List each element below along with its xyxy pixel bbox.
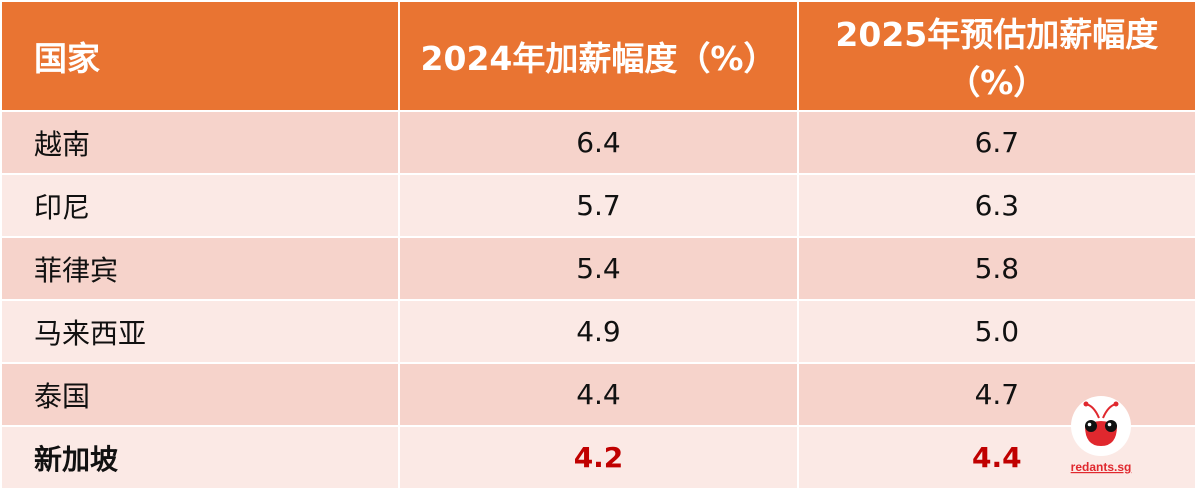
country-cell: 泰国 bbox=[0, 362, 401, 427]
table-row: 泰国 4.4 4.7 bbox=[0, 362, 1198, 427]
salary-table: 国家 2024年加薪幅度（%） 2025年预估加薪幅度（%） 越南 6.4 6.7 印… bbox=[0, 0, 1198, 490]
watermark-text: redants.sg bbox=[1071, 460, 1132, 474]
header-country: 国家 bbox=[0, 0, 401, 112]
value-2025-cell: 5.0 bbox=[796, 299, 1198, 364]
value-2024-cell: 4.9 bbox=[398, 299, 799, 364]
table-row: 马来西亚 4.9 5.0 bbox=[0, 299, 1198, 364]
table-row: 越南 6.4 6.7 bbox=[0, 110, 1198, 175]
value-2025-cell: 6.3 bbox=[796, 173, 1198, 238]
table-row: 新加坡 4.2 4.4 bbox=[0, 425, 1198, 490]
value-2025-cell: 6.7 bbox=[796, 110, 1198, 175]
country-cell: 新加坡 bbox=[0, 425, 401, 490]
value-2024-cell: 5.7 bbox=[398, 173, 799, 238]
value-2024-cell: 5.4 bbox=[398, 236, 799, 301]
value-2024-cell: 4.4 bbox=[398, 362, 799, 427]
header-2025: 2025年预估加薪幅度（%） bbox=[796, 0, 1198, 112]
country-cell: 菲律宾 bbox=[0, 236, 401, 301]
header-2024: 2024年加薪幅度（%） bbox=[398, 0, 799, 112]
value-2025-cell: 5.8 bbox=[796, 236, 1198, 301]
value-2025-cell: 4.4 bbox=[796, 425, 1198, 490]
country-cell: 越南 bbox=[0, 110, 401, 175]
value-2024-cell: 6.4 bbox=[398, 110, 799, 175]
red-ant-logo-icon: redants.sg bbox=[1071, 396, 1132, 474]
table-row: 印尼 5.7 6.3 bbox=[0, 173, 1198, 238]
table-row: 菲律宾 5.4 5.8 bbox=[0, 236, 1198, 301]
table-header-row: 国家 2024年加薪幅度（%） 2025年预估加薪幅度（%） bbox=[0, 0, 1198, 112]
value-2024-cell: 4.2 bbox=[398, 425, 799, 490]
country-cell: 马来西亚 bbox=[0, 299, 401, 364]
country-cell: 印尼 bbox=[0, 173, 401, 238]
value-2025-cell: 4.7 bbox=[796, 362, 1198, 427]
